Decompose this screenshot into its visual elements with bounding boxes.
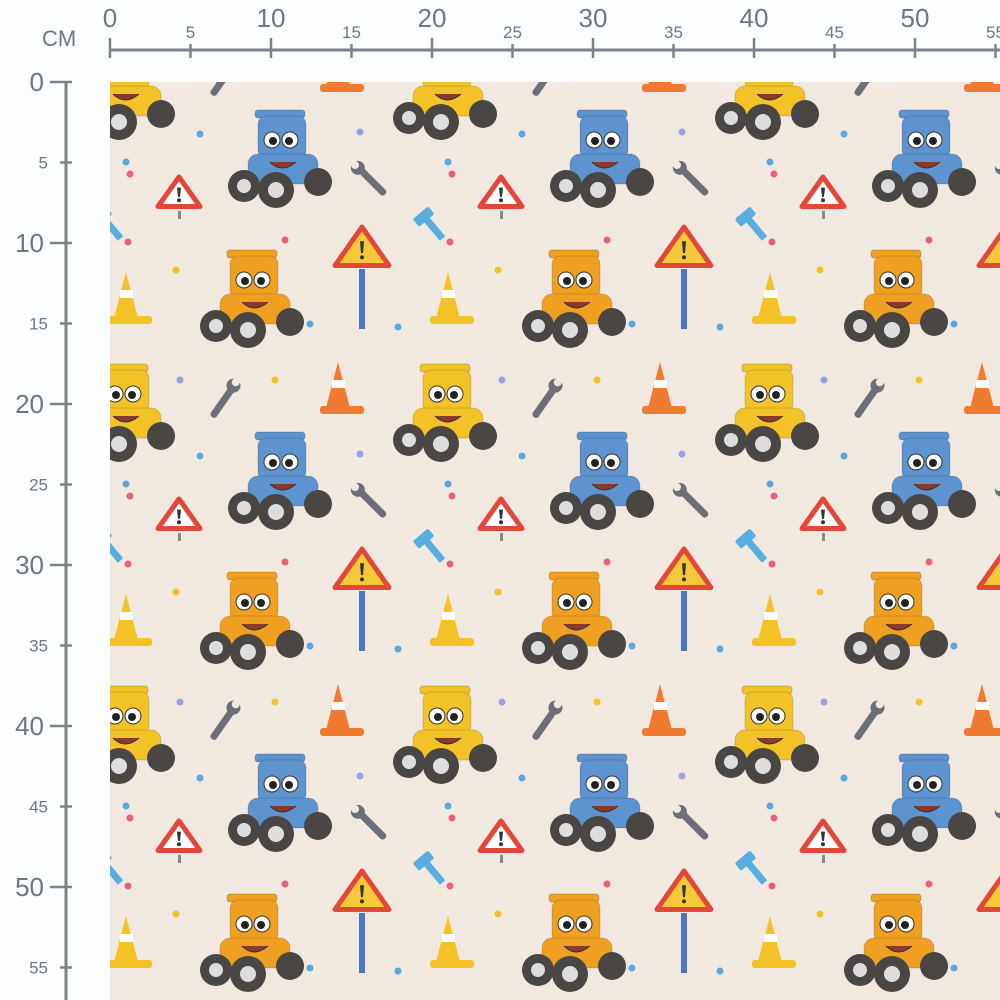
ruler-label: 10 [15,228,44,258]
fabric-swatch [110,82,1000,1000]
ruler-label: 35 [29,637,48,656]
ruler-label: 25 [503,23,522,42]
ruler-label: 0 [103,3,117,33]
ruler-label: 55 [986,23,1000,42]
ruler-label: 20 [15,389,44,419]
ruler-label: 40 [740,3,769,33]
ruler-label: 45 [825,23,844,42]
ruler-label: 30 [579,3,608,33]
ruler-label: 45 [29,798,48,817]
ruler-label: 15 [29,315,48,334]
horizontal-ruler: 0 5 10 15 20 25 30 35 40 45 50 55 [103,3,1000,58]
vertical-ruler: 0 5 10 15 20 25 30 35 40 45 50 55 [15,67,72,1000]
ruler-label: 50 [901,3,930,33]
ruler-label: 10 [257,3,286,33]
ruler-label: 5 [39,154,48,173]
ruler-label: 0 [30,67,44,97]
ruler-label: 40 [15,711,44,741]
ruler-label: 55 [29,959,48,978]
ruler-label: 30 [15,550,44,580]
ruler-label: 25 [29,476,48,495]
ruler-label: 35 [664,23,683,42]
ruler-label: 50 [15,872,44,902]
ruler-label: 5 [186,23,195,42]
unit-label: CM [42,26,76,51]
ruler-label: 20 [418,3,447,33]
ruler-label: 15 [342,23,361,42]
